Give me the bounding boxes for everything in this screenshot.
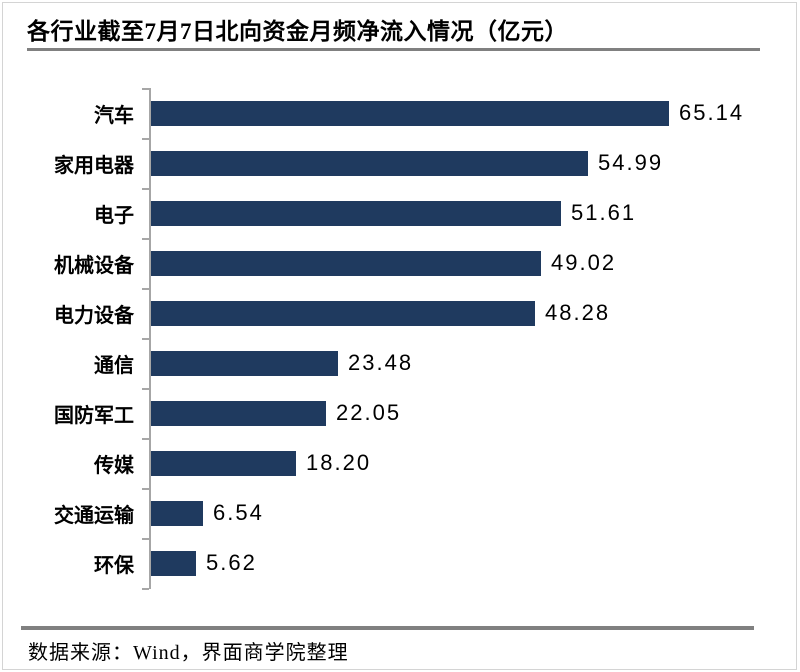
axis-tick: [142, 338, 149, 340]
value-label: 54.99: [598, 150, 664, 175]
category-label: 汽车: [94, 104, 134, 127]
chart-row: 电力设备 48.28: [0, 288, 800, 338]
value-label: 6.54: [213, 500, 264, 525]
chart-row: 传媒 18.20: [0, 438, 800, 488]
axis-tick: [142, 188, 149, 190]
category-label: 传媒: [94, 454, 134, 477]
axis-tick: [142, 588, 149, 590]
chart-row: 电子 51.61: [0, 188, 800, 238]
value-label: 65.14: [679, 100, 745, 125]
bar: [151, 150, 588, 176]
category-label: 通信: [94, 354, 134, 377]
category-label: 环保: [94, 554, 134, 577]
category-label: 电力设备: [54, 304, 134, 327]
bar-chart: 汽车 65.14 家用电器 54.99 电子 51.61 机械设备 49.02 电力设备 48.2…: [0, 88, 800, 590]
category-label: 交通运输: [54, 504, 134, 527]
value-label: 48.28: [545, 300, 611, 325]
value-label: 49.02: [551, 250, 617, 275]
axis-tick: [142, 138, 149, 140]
value-label: 22.05: [336, 400, 402, 425]
chart-row: 国防军工 22.05: [0, 388, 800, 438]
value-label: 51.61: [571, 200, 637, 225]
bar: [151, 350, 338, 376]
bar: [151, 500, 203, 526]
chart-row: 汽车 65.14: [0, 88, 800, 138]
axis-tick: [142, 388, 149, 390]
bar: [151, 300, 535, 326]
axis-tick: [142, 488, 149, 490]
value-label: 18.20: [306, 450, 372, 475]
chart-row: 家用电器 54.99: [0, 138, 800, 188]
axis-tick: [142, 438, 149, 440]
chart-row: 机械设备 49.02: [0, 238, 800, 288]
y-axis-line: [149, 88, 151, 589]
bar: [151, 450, 296, 476]
chart-row: 交通运输 6.54: [0, 488, 800, 538]
category-label: 国防军工: [54, 404, 134, 427]
category-label: 电子: [94, 204, 134, 227]
axis-tick: [142, 238, 149, 240]
axis-tick: [142, 288, 149, 290]
bar: [151, 250, 541, 276]
axis-tick: [142, 88, 149, 90]
bar: [151, 200, 561, 226]
chart-row: 通信 23.48: [0, 338, 800, 388]
chart-title: 各行业截至7月7日北向资金月频净流入情况（亿元）: [27, 19, 568, 44]
title-underline: [27, 48, 760, 51]
category-label: 机械设备: [54, 254, 134, 277]
bar: [151, 100, 669, 126]
footer-divider: [21, 626, 754, 630]
axis-tick: [142, 538, 149, 540]
data-source-note: 数据来源：Wind，界面商学院整理: [28, 642, 349, 664]
category-label: 家用电器: [54, 154, 134, 177]
value-label: 23.48: [348, 350, 414, 375]
bar: [151, 550, 196, 576]
value-label: 5.62: [206, 550, 257, 575]
chart-row: 环保 5.62: [0, 538, 800, 588]
bar: [151, 400, 326, 426]
